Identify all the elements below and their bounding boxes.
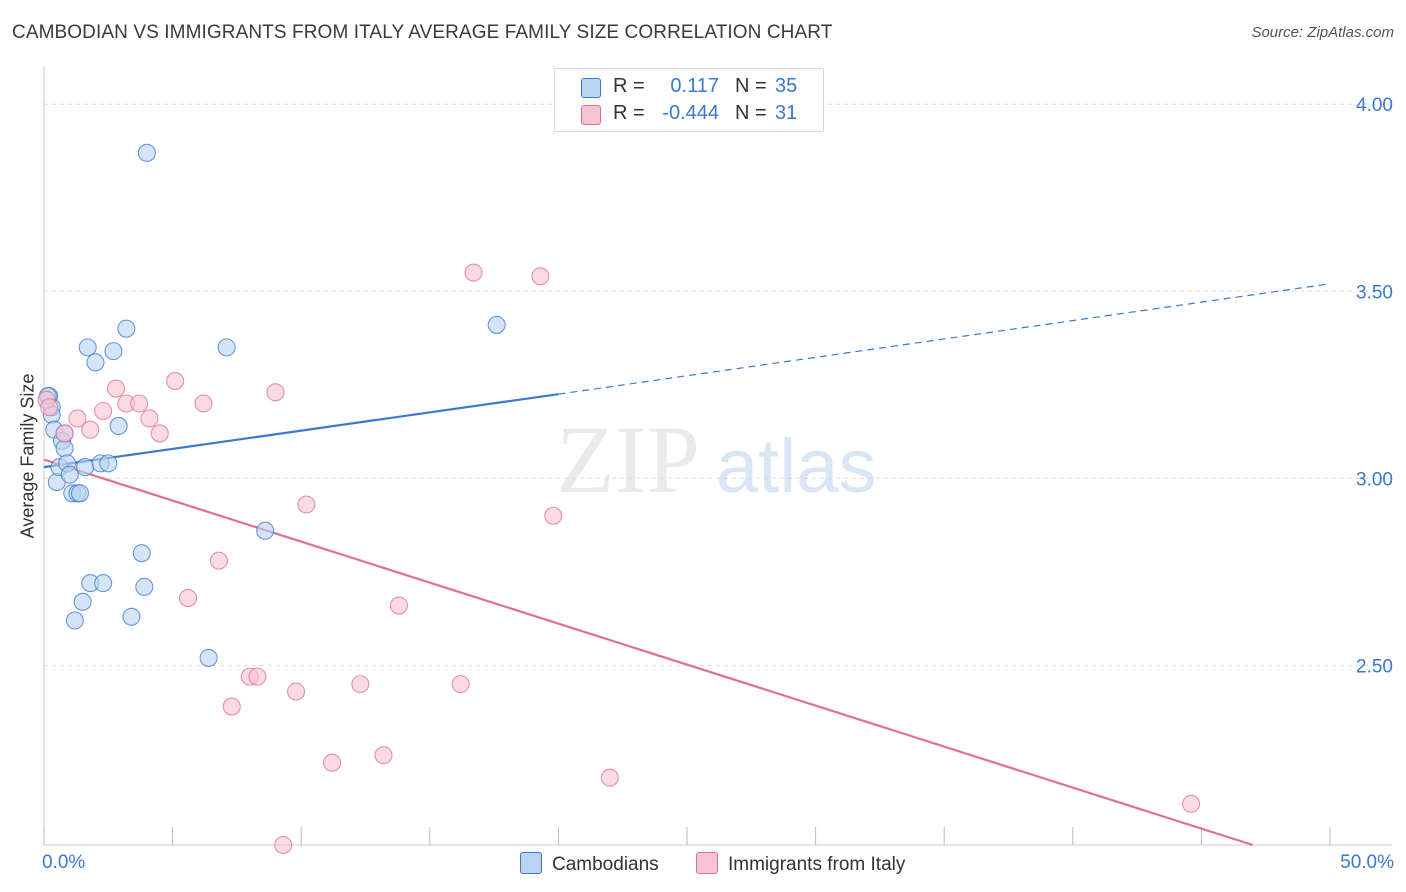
pink-data-point	[1182, 794, 1201, 813]
pink-data-point	[178, 589, 198, 608]
pink-data-point	[451, 675, 470, 694]
trend-lines	[43, 283, 1331, 847]
blue-data-point	[135, 577, 154, 596]
blue-data-point	[137, 143, 156, 162]
pink-data-point	[81, 420, 100, 439]
pink-data-point	[150, 424, 169, 443]
pink-trend-line	[43, 458, 1254, 847]
pink-data-point	[222, 697, 241, 716]
blue-data-point	[122, 607, 141, 626]
pink-data-point	[55, 424, 74, 443]
r-value: 0.117	[670, 75, 719, 97]
pink-data-point	[140, 409, 159, 428]
y-tick-labels: 2.50 3.00 3.50 4.00	[1356, 95, 1393, 677]
chart-title: CAMBODIAN VS IMMIGRANTS FROM ITALY AVERA…	[12, 22, 833, 43]
pink-data-point	[274, 835, 293, 855]
italy-swatch	[696, 852, 718, 874]
pink-data-point	[389, 596, 408, 615]
x-tick-label-max: 50.0%	[1340, 852, 1394, 873]
blue-data-point	[86, 353, 105, 372]
italy-swatch	[581, 105, 601, 125]
y-tick-label: 3.50	[1356, 282, 1393, 303]
blue-data-point	[76, 458, 95, 477]
pink-data-point	[287, 682, 306, 701]
data-points	[37, 143, 1201, 855]
blue-data-point	[256, 521, 275, 540]
n-label: N =	[735, 102, 767, 124]
blue-trend-line	[43, 393, 559, 469]
legend-item-italy[interactable]: Immigrants from Italy	[696, 852, 905, 876]
blue-data-point	[199, 648, 218, 667]
blue-data-point	[487, 315, 506, 334]
pink-data-point	[130, 394, 149, 413]
y-axis-label: Average Family Size	[17, 373, 38, 539]
blue-data-point	[60, 465, 79, 484]
y-tick-label: 4.00	[1356, 95, 1393, 116]
blue-trend-extension	[558, 283, 1331, 395]
source-label: Source: ZipAtlas.com	[1251, 24, 1394, 41]
pink-data-point	[209, 551, 228, 570]
pink-data-point	[194, 394, 213, 413]
pink-data-point	[323, 753, 342, 772]
pink-data-point	[374, 746, 393, 765]
n-label: N =	[735, 75, 767, 97]
watermark: ZIP atlas	[556, 406, 877, 513]
blue-data-point	[217, 338, 236, 357]
x-tick-label-min: 0.0%	[42, 852, 86, 873]
cambodians-swatch	[520, 852, 542, 874]
blue-data-point	[132, 544, 151, 563]
r-value: -0.444	[662, 102, 719, 124]
blue-data-point	[73, 592, 92, 611]
stats-row-cambodians: R = 0.117 N = 35	[555, 75, 823, 99]
pink-data-point	[94, 401, 113, 421]
watermark-zip: ZIP	[556, 406, 700, 513]
grid-lines	[44, 103, 1392, 666]
pink-data-point	[166, 372, 185, 391]
blue-data-point	[109, 416, 128, 436]
r-label: R =	[613, 102, 645, 124]
y-tick-label: 3.00	[1356, 469, 1393, 490]
stats-row-italy: R = -0.444 N = 31	[555, 102, 823, 126]
watermark-atlas: atlas	[716, 424, 877, 509]
legend-item-cambodians[interactable]: Cambodians	[520, 852, 659, 876]
pink-data-point	[266, 383, 285, 402]
pink-data-point	[600, 768, 619, 787]
series-legend: Cambodians Immigrants from Italy	[0, 852, 1406, 878]
stats-legend: R = 0.117 N = 35 R = -0.444 N = 31	[554, 68, 824, 132]
pink-data-point	[106, 379, 126, 398]
legend-label: Immigrants from Italy	[728, 854, 906, 875]
n-value: 31	[775, 102, 798, 124]
axes	[43, 66, 1392, 846]
r-label: R =	[613, 75, 645, 97]
cambodians-swatch	[581, 78, 601, 98]
pink-data-point	[68, 409, 87, 428]
pink-data-point	[531, 267, 550, 286]
pink-data-point	[40, 398, 59, 417]
pink-data-point	[248, 667, 267, 686]
blue-data-point	[78, 338, 97, 357]
blue-data-point	[99, 454, 118, 473]
blue-data-point	[94, 574, 113, 593]
pink-data-point	[464, 263, 483, 282]
legend-label: Cambodians	[552, 854, 659, 875]
blue-data-point	[117, 319, 136, 338]
y-tick-label: 2.50	[1356, 656, 1393, 677]
pink-data-point	[544, 506, 563, 525]
blue-data-point	[65, 611, 84, 630]
n-value: 35	[775, 75, 798, 97]
blue-data-point	[104, 342, 123, 361]
blue-data-point	[70, 484, 90, 503]
pink-data-point	[297, 495, 316, 514]
pink-data-point	[351, 675, 370, 694]
